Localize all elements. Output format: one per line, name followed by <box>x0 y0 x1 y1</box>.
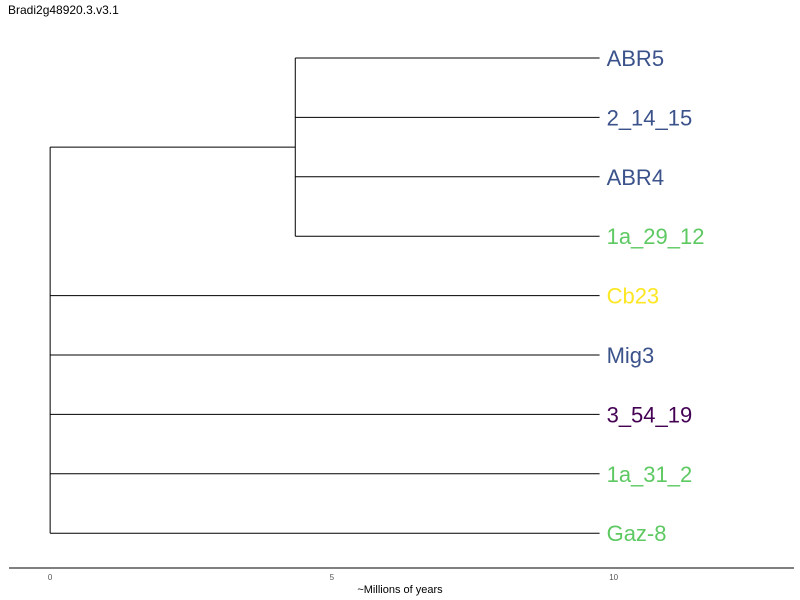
leaf-label: 2_14_15 <box>607 105 693 130</box>
leaf-label: Mig3 <box>607 343 655 368</box>
plot-title: Bradi2g48920.3.v3.1 <box>8 3 119 17</box>
x-tick-label: 10 <box>609 573 618 582</box>
leaf-label: Gaz-8 <box>607 521 667 546</box>
leaf-label: Cb23 <box>607 284 660 309</box>
tree-branches <box>49 57 600 534</box>
x-tick-label: 5 <box>330 573 335 582</box>
x-axis-title: ~Millions of years <box>357 584 443 596</box>
leaf-label: ABR4 <box>607 165 664 190</box>
x-axis: 0 5 10 ~Millions of years <box>9 567 794 596</box>
leaf-labels: ABR5 2_14_15 ABR4 1a_29_12 Cb23 Mig3 3_54_19 1a… <box>607 46 705 546</box>
leaf-label: 1a_31_2 <box>607 462 693 487</box>
leaf-label: 3_54_19 <box>607 402 693 427</box>
x-tick-label: 0 <box>48 573 53 582</box>
leaf-label: 1a_29_12 <box>607 224 705 249</box>
leaf-label: ABR5 <box>607 46 664 71</box>
